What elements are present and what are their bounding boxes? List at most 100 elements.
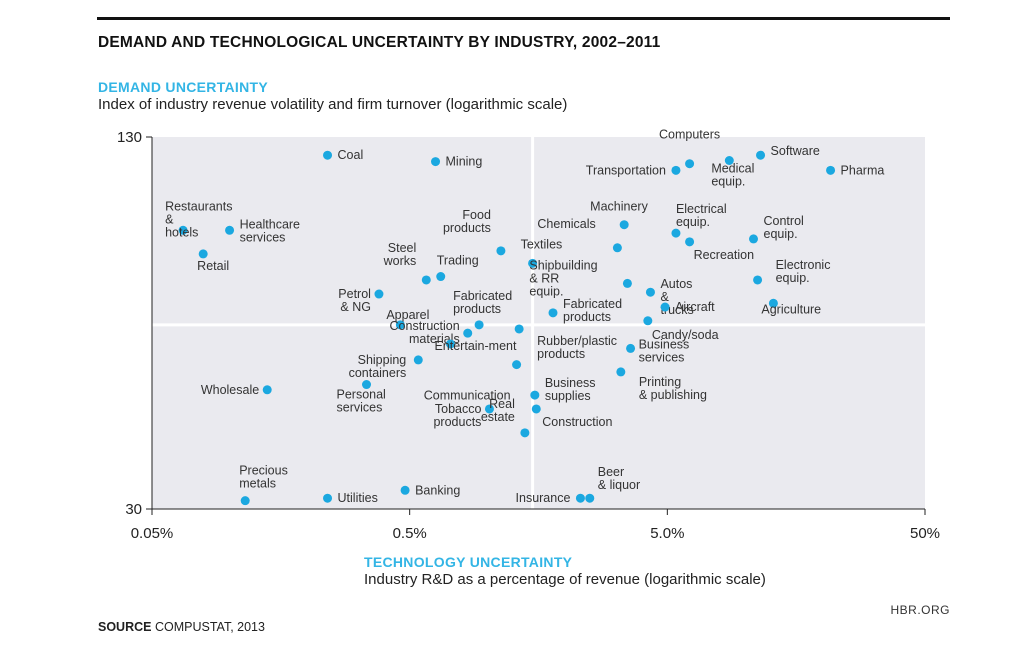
x-tick-label: 50% — [910, 525, 940, 542]
site-credit: HBR.ORG — [890, 603, 950, 617]
point-label: Pharma — [841, 163, 885, 177]
point-label: Chemicals — [537, 217, 595, 231]
point-label: Healthcare services — [240, 217, 300, 244]
data-point — [484, 404, 494, 414]
point-label: Precious metals — [239, 464, 288, 491]
data-point — [575, 493, 585, 503]
data-point — [445, 339, 455, 349]
point-label: Machinery — [590, 200, 648, 214]
point-label: Aircraft — [675, 300, 715, 314]
point-label: Business services — [639, 337, 690, 364]
data-point — [531, 404, 541, 414]
data-point — [421, 275, 431, 285]
data-point — [643, 316, 653, 326]
data-point — [622, 278, 632, 288]
point-label: Construction materials — [390, 319, 460, 346]
x-tick-label: 0.5% — [393, 525, 427, 542]
point-label: Construction — [542, 415, 612, 429]
data-point — [685, 237, 695, 247]
data-point — [548, 308, 558, 318]
point-label: Apparel — [386, 308, 429, 322]
point-label: Personal services — [337, 388, 386, 415]
point-label: Entertain-ment — [434, 339, 517, 353]
data-point — [626, 343, 636, 353]
x-axis-subtitle: Industry R&D as a percentage of revenue … — [364, 571, 766, 588]
data-point — [826, 165, 836, 175]
x-tick-label: 5.0% — [650, 525, 684, 542]
point-label: Shipbuilding & RR equip. — [529, 258, 597, 298]
data-point — [240, 496, 250, 506]
x-axis-heading: TECHNOLOGY UNCERTAINTY — [364, 554, 573, 570]
point-label: Medical equip. — [711, 161, 754, 188]
data-point — [753, 275, 763, 285]
data-point — [436, 272, 446, 282]
data-point — [323, 493, 333, 503]
data-point — [612, 243, 622, 253]
y-axis-subtitle: Index of industry revenue volatility and… — [98, 96, 568, 113]
source-text: COMPUSTAT, 2013 — [151, 620, 265, 634]
point-label: Electronic equip. — [776, 258, 831, 285]
point-label: Coal — [338, 148, 364, 162]
point-label: Restaurants & hotels — [165, 199, 232, 239]
data-point — [225, 225, 235, 235]
point-label: Insurance — [516, 491, 571, 505]
source-label: SOURCE — [98, 620, 152, 634]
data-point — [756, 150, 766, 160]
point-label: Wholesale — [201, 383, 259, 397]
data-point — [362, 380, 372, 390]
data-point — [262, 385, 272, 395]
point-label: Textiles — [521, 237, 563, 251]
point-label: Mining — [446, 155, 483, 169]
point-label: Electrical equip. — [676, 202, 727, 229]
point-label: Fabricated products — [563, 297, 622, 324]
data-point — [724, 155, 734, 165]
data-point — [585, 493, 595, 503]
data-point — [528, 258, 538, 268]
point-label: Steel works — [383, 241, 417, 268]
point-label: Recreation — [694, 248, 754, 262]
point-label: Printing & publishing — [639, 375, 707, 402]
data-point — [496, 246, 506, 256]
data-point — [512, 360, 522, 370]
data-point — [520, 428, 530, 438]
point-label: Petrol & NG — [338, 287, 371, 314]
y-tick-label: 30 — [125, 501, 142, 518]
data-point — [671, 165, 681, 175]
data-point — [400, 485, 410, 495]
point-label: Control equip. — [764, 214, 804, 241]
data-point — [395, 320, 405, 330]
point-label: Utilities — [338, 491, 378, 505]
point-label: Beer & liquor — [598, 465, 640, 492]
point-label: Transportation — [586, 163, 666, 177]
data-point — [514, 324, 524, 334]
y-tick-label: 130 — [117, 129, 142, 146]
data-point — [768, 298, 778, 308]
data-point — [474, 320, 484, 330]
top-rule — [97, 17, 950, 20]
point-label: Real estate — [481, 397, 515, 424]
data-point — [198, 249, 208, 259]
data-point — [685, 159, 695, 169]
point-label: Fabricated products — [453, 289, 512, 316]
plot-area — [152, 137, 925, 509]
data-point — [178, 225, 188, 235]
point-label: Candy/soda — [652, 328, 719, 342]
data-point — [660, 302, 670, 312]
point-label: Rubber/plastic products — [537, 334, 617, 361]
point-label: Communication — [424, 389, 511, 403]
data-point — [431, 157, 441, 167]
point-label: Agriculture — [761, 302, 821, 316]
data-point — [616, 367, 626, 377]
point-label: Food products — [443, 208, 491, 235]
data-point — [530, 390, 540, 400]
y-axis-heading: DEMAND UNCERTAINTY — [98, 79, 269, 95]
point-label: Tobacco products — [433, 402, 481, 429]
point-label: Retail — [197, 259, 229, 273]
data-point — [374, 289, 384, 299]
point-label: Business supplies — [545, 376, 596, 403]
data-point — [323, 150, 333, 160]
data-point — [619, 220, 629, 230]
data-point — [463, 328, 473, 338]
point-label: Computers — [659, 128, 720, 142]
point-label: Banking — [415, 483, 460, 497]
